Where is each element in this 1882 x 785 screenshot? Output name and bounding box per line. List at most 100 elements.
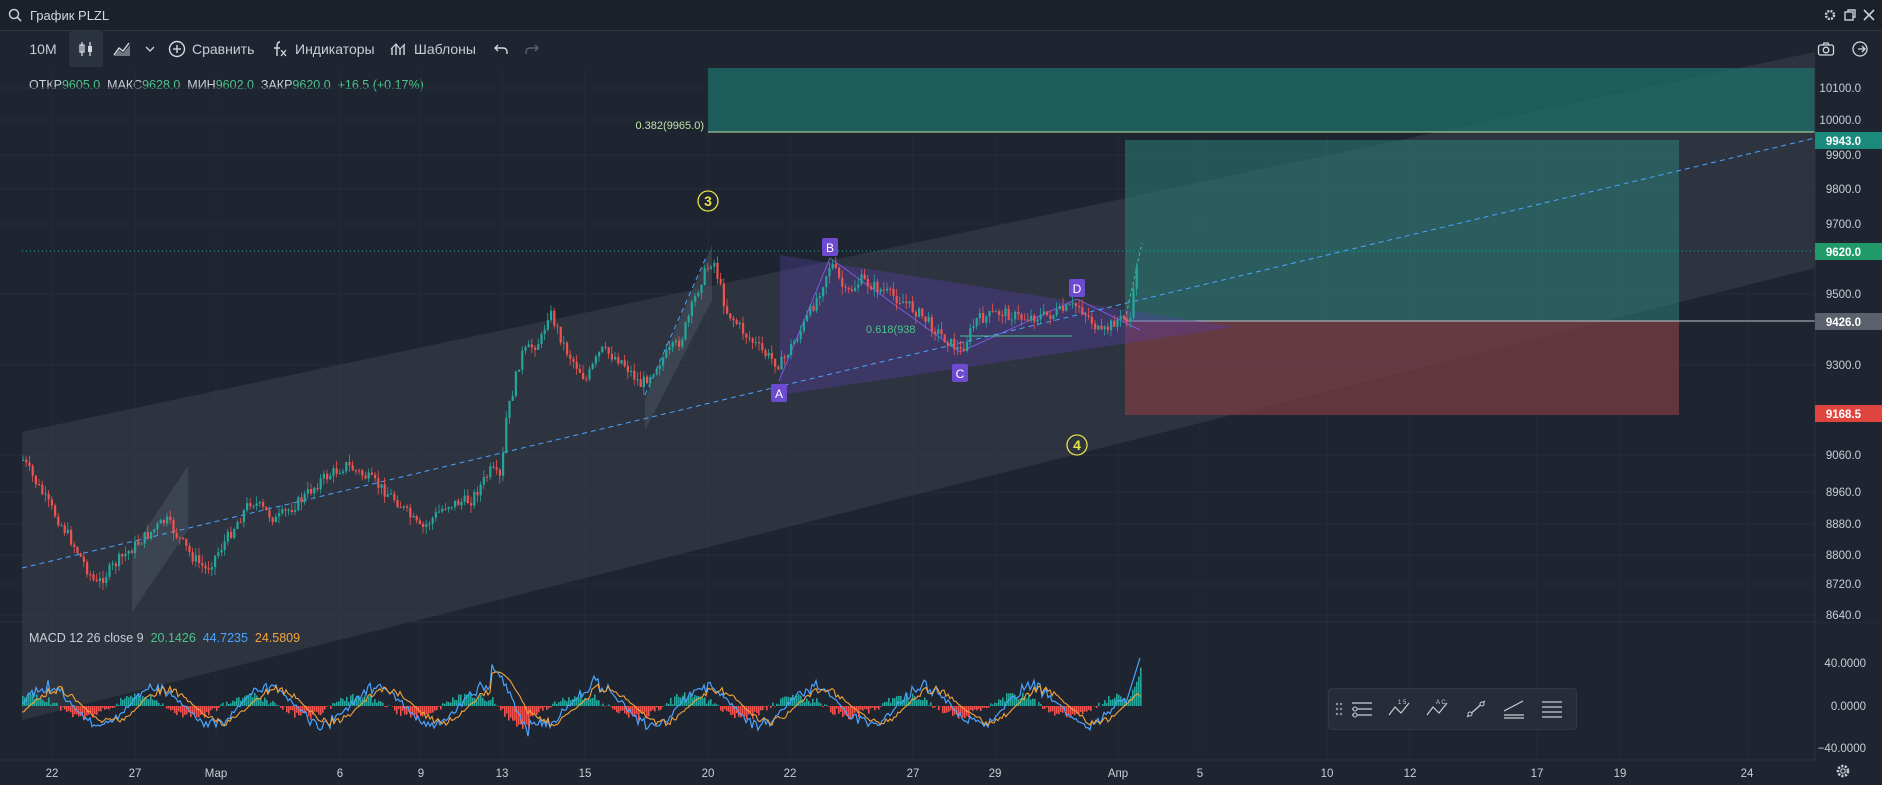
templates-icon bbox=[390, 43, 406, 55]
price-tick: 9300.0 bbox=[1826, 360, 1861, 372]
indicators-button[interactable]: Индикаторы bbox=[271, 31, 375, 67]
macd-tick: 40.0000 bbox=[1824, 658, 1866, 670]
compare-button[interactable]: Сравнить bbox=[168, 31, 254, 67]
trend-line-short-1 bbox=[644, 254, 708, 396]
candles-button[interactable] bbox=[69, 31, 103, 67]
window-title: График PLZL bbox=[30, 8, 110, 23]
price-tick: 10100.0 bbox=[1819, 83, 1861, 95]
price-tick: 9900.0 bbox=[1826, 150, 1861, 162]
time-tick: 10 bbox=[1321, 768, 1334, 780]
time-tick: 27 bbox=[129, 768, 142, 780]
area-chart-button[interactable] bbox=[108, 31, 136, 67]
share-button[interactable] bbox=[1850, 31, 1870, 67]
target-price-tag: 9943.0 bbox=[1815, 132, 1882, 149]
interval-label: 10M bbox=[29, 41, 57, 57]
time-tick: 17 bbox=[1531, 768, 1544, 780]
undo-icon bbox=[494, 44, 508, 54]
macd-tick: 0.0000 bbox=[1831, 701, 1866, 713]
fib-tool-icon[interactable] bbox=[1501, 697, 1527, 721]
elliott-wave-tool-icon[interactable]: 1 5 bbox=[1387, 697, 1413, 721]
area-chart-icon bbox=[113, 42, 130, 56]
svg-text:1 5: 1 5 bbox=[1398, 700, 1407, 706]
point-b-label[interactable]: B bbox=[822, 238, 838, 256]
wave-3-text: 3 bbox=[704, 193, 712, 209]
interval-button[interactable]: 10M bbox=[22, 31, 64, 67]
price-tick: 8640.0 bbox=[1826, 610, 1861, 622]
time-tick: 22 bbox=[46, 768, 59, 780]
macd-tick: −40.0000 bbox=[1818, 743, 1866, 755]
time-tick: 29 bbox=[989, 768, 1002, 780]
time-tick: 9 bbox=[418, 768, 424, 780]
macd-axis-ticks: 40.0000 0.0000 −40.0000 bbox=[1818, 658, 1866, 755]
restore-window-icon[interactable] bbox=[1843, 8, 1857, 22]
stop-price-text: 9168.5 bbox=[1826, 409, 1862, 421]
price-tick: 9700.0 bbox=[1826, 219, 1861, 231]
svg-text:A C: A C bbox=[1436, 700, 1446, 706]
time-tick: 5 bbox=[1197, 768, 1203, 780]
wave-4-text: 4 bbox=[1073, 437, 1081, 453]
window-titlebar: График PLZL bbox=[0, 0, 1882, 31]
time-tick: 6 bbox=[337, 768, 343, 780]
settings-icon[interactable] bbox=[1834, 762, 1852, 780]
fib-zone bbox=[708, 68, 1815, 132]
target-zone[interactable] bbox=[1125, 140, 1679, 321]
point-c-text: C bbox=[956, 367, 965, 381]
time-tick: 27 bbox=[907, 768, 920, 780]
close-icon[interactable] bbox=[1862, 8, 1876, 22]
point-d-label[interactable]: D bbox=[1069, 279, 1085, 297]
search-icon[interactable] bbox=[8, 8, 22, 22]
macd-value: 20.1426 bbox=[150, 631, 196, 645]
signal-line bbox=[21, 671, 1141, 728]
abc-wave-tool-icon[interactable]: A C bbox=[1425, 697, 1451, 721]
price-axis-ticks: 10100.0 10000.0 9900.0 9800.0 9700.0 9500.0 93… bbox=[1819, 83, 1861, 622]
price-tick: 9800.0 bbox=[1826, 184, 1861, 196]
price-axis[interactable] bbox=[1815, 68, 1882, 622]
undo-button[interactable] bbox=[491, 31, 511, 67]
price-tick: 8720.0 bbox=[1826, 579, 1861, 591]
trend-line-tool-icon[interactable] bbox=[1463, 697, 1489, 721]
price-tick: 8880.0 bbox=[1826, 519, 1861, 531]
chart-type-dropdown[interactable] bbox=[142, 31, 158, 67]
price-tick: 10000.0 bbox=[1819, 115, 1861, 127]
elliott-lines-tool-icon[interactable] bbox=[1349, 697, 1375, 721]
time-tick: 15 bbox=[579, 768, 592, 780]
target-price-text: 9943.0 bbox=[1826, 136, 1861, 148]
current-price-text: 9620.0 bbox=[1826, 247, 1861, 259]
fib-label: 0.382(9965.0) bbox=[636, 120, 705, 132]
redo-button[interactable] bbox=[522, 31, 542, 67]
templates-label: Шаблоны bbox=[414, 41, 476, 57]
trend-line bbox=[21, 137, 1816, 569]
point-b-text: B bbox=[826, 241, 834, 255]
wave-3-label[interactable]: 3 bbox=[697, 190, 719, 212]
templates-button[interactable]: Шаблоны bbox=[390, 31, 476, 67]
chevron-down-icon bbox=[145, 46, 155, 52]
time-tick: Апр bbox=[1108, 768, 1128, 780]
screenshot-button[interactable] bbox=[1816, 31, 1836, 67]
small-channel-left bbox=[132, 466, 188, 612]
drag-handle-icon[interactable] bbox=[1335, 701, 1343, 717]
time-tick: Мар bbox=[205, 768, 228, 780]
point-c-label[interactable]: C bbox=[952, 364, 968, 382]
wave-4-label[interactable]: 4 bbox=[1066, 434, 1088, 456]
redo-icon bbox=[525, 44, 539, 54]
small-channel-right bbox=[645, 245, 712, 430]
current-price-tag: 9620.0 bbox=[1815, 243, 1882, 260]
macd-line bbox=[21, 657, 1141, 737]
entry-price-tag: 9426.0 bbox=[1815, 313, 1882, 330]
stop-zone[interactable] bbox=[1125, 321, 1679, 415]
gear-icon[interactable] bbox=[1823, 8, 1837, 22]
fib-inner-label: 0.618(938 bbox=[866, 324, 916, 336]
time-tick: 22 bbox=[784, 768, 797, 780]
drawing-toolbar: 1 5 A C bbox=[1328, 688, 1577, 730]
signal-value: 44.7235 bbox=[202, 631, 248, 645]
time-axis-ticks: 22 27 Мар 6 9 13 15 20 22 27 29 Апр 5 10 12 17 19 24 bbox=[46, 768, 1754, 780]
time-tick: 13 bbox=[496, 768, 509, 780]
camera-icon bbox=[1817, 42, 1835, 56]
point-a-label[interactable]: A bbox=[771, 384, 787, 402]
time-tick: 20 bbox=[702, 768, 715, 780]
time-tick: 19 bbox=[1614, 768, 1627, 780]
price-tick: 9060.0 bbox=[1826, 450, 1861, 462]
time-tick: 24 bbox=[1741, 768, 1754, 780]
parallel-lines-tool-icon[interactable] bbox=[1539, 697, 1565, 721]
